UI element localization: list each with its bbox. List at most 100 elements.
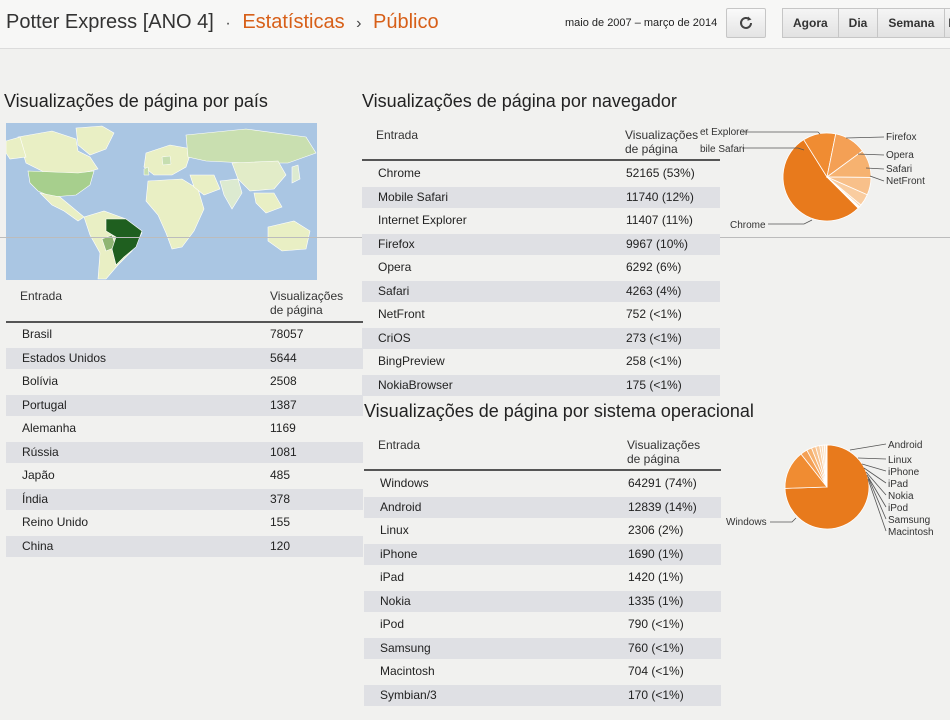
- table-row: Rússia 1081: [6, 441, 363, 463]
- pie-leader-line: [857, 457, 887, 460]
- country-col-views: Visualizações de página: [270, 289, 344, 317]
- breadcrumb-stats[interactable]: Estatísticas: [242, 11, 345, 33]
- os-col-views: Visualizações de página: [627, 438, 701, 466]
- pie-label: iPod: [888, 503, 908, 514]
- row-name: Japão: [22, 468, 55, 482]
- os-header-line: [364, 469, 721, 471]
- refresh-button[interactable]: [726, 8, 766, 38]
- table-row: Android 12839 (14%): [364, 496, 721, 518]
- table-row: Japão 485: [6, 465, 363, 486]
- row-name: Macintosh: [380, 664, 435, 678]
- row-name: Reino Unido: [22, 515, 89, 529]
- pie-leader-line: [866, 474, 887, 508]
- row-name: Samsung: [380, 640, 431, 655]
- row-value: 4263 (4%): [626, 283, 682, 298]
- table-row: BingPreview 258 (<1%): [362, 351, 720, 372]
- table-row: iPod 790 (<1%): [364, 614, 721, 635]
- pie-label: Safari: [886, 164, 912, 175]
- os-pie-chart: Android Linux iPhone iPad Nokia iPod Samsung Ma…: [700, 430, 945, 545]
- breadcrumb-public[interactable]: Público: [373, 11, 439, 33]
- row-name: Portugal: [22, 397, 67, 412]
- row-value: 6292 (6%): [626, 260, 682, 274]
- table-row: Chrome 52165 (53%): [362, 163, 720, 184]
- tab-now[interactable]: Agora: [783, 9, 839, 37]
- pie-leader-line: [768, 219, 813, 225]
- row-name: CriOS: [378, 330, 411, 345]
- tab-day[interactable]: Dia: [838, 9, 879, 37]
- pie-leader-line: [845, 136, 885, 139]
- pie-label: Windows: [726, 517, 767, 528]
- row-value: 752 (<1%): [626, 307, 682, 321]
- row-value: 52165 (53%): [626, 166, 695, 180]
- row-value: 258 (<1%): [626, 354, 682, 368]
- row-name: NokiaBrowser: [378, 377, 453, 392]
- row-name: Chrome: [378, 166, 421, 180]
- row-value: 378: [270, 491, 291, 506]
- table-row: iPhone 1690 (1%): [364, 543, 721, 565]
- pie-leader-line: [867, 476, 887, 520]
- pie-leader-line: [742, 147, 805, 151]
- os-col-entry: Entrada: [378, 438, 421, 452]
- row-value: 120: [270, 538, 291, 553]
- pie-leader-line: [849, 443, 887, 451]
- table-row: China 120: [6, 535, 363, 557]
- row-value: 11407 (11%): [626, 213, 693, 227]
- row-value: 11740 (12%): [626, 189, 694, 204]
- breadcrumb-dot: ·: [225, 15, 231, 32]
- pie-slice: [784, 444, 870, 530]
- row-value: 1690 (1%): [628, 546, 684, 561]
- table-row: Opera 6292 (6%): [362, 257, 720, 278]
- row-value: 12839 (14%): [628, 499, 697, 514]
- world-map-graphic: [6, 125, 317, 280]
- row-value: 2508: [270, 374, 297, 388]
- tab-week[interactable]: Semana: [878, 9, 946, 37]
- header-divider: [0, 48, 950, 49]
- pie-label: iPad: [888, 479, 908, 490]
- pie-label: Macintosh: [888, 527, 934, 538]
- pie-slice: [826, 176, 860, 209]
- tab-month[interactable]: M: [945, 9, 950, 37]
- table-row: Bolívia 2508: [6, 371, 363, 392]
- pie-leader-line: [742, 131, 821, 135]
- blog-title[interactable]: Potter Express [ANO 4]: [6, 11, 214, 33]
- breadcrumb-arrow: ›: [356, 15, 362, 32]
- table-row: Reino Unido 155: [6, 512, 363, 533]
- pie-label: iPhone: [888, 467, 920, 478]
- row-value: 2306 (2%): [628, 523, 684, 537]
- row-value: 155: [270, 515, 291, 529]
- row-value: 485: [270, 468, 291, 482]
- row-name: iPod: [380, 617, 405, 631]
- row-value: 175 (<1%): [626, 377, 682, 392]
- pie-leader-line: [865, 471, 887, 496]
- row-value: 9967 (10%): [626, 236, 689, 251]
- table-row: Symbian/3 170 (<1%): [364, 684, 721, 706]
- table-row: NokiaBrowser 175 (<1%): [362, 374, 720, 396]
- row-name: Mobile Safari: [378, 189, 449, 204]
- pie-leader-line: [869, 175, 885, 182]
- row-name: iPad: [380, 570, 405, 584]
- table-row: CriOS 273 (<1%): [362, 327, 720, 349]
- table-row: Brasil 78057: [6, 324, 363, 345]
- row-name: NetFront: [378, 307, 425, 321]
- pie-leader-line: [867, 478, 887, 532]
- row-name: Estados Unidos: [22, 350, 107, 365]
- pie-leader-line: [865, 167, 885, 170]
- os-table: Entrada Visualizações de página Windows 6…: [364, 437, 721, 709]
- browser-col-views: Visualizações de página: [625, 128, 699, 156]
- pie-label: Android: [888, 440, 922, 451]
- range-tabs: Agora Dia Semana M: [782, 8, 950, 38]
- world-map: [6, 123, 317, 280]
- country-col-entry: Entrada: [20, 289, 63, 303]
- browser-pie-chart: et Explorer bile Safari Firefox Opera Safari…: [700, 120, 945, 235]
- table-row: Internet Explorer 11407 (11%): [362, 210, 720, 231]
- table-row: Estados Unidos 5644: [6, 347, 363, 369]
- row-name: Symbian/3: [380, 687, 437, 702]
- row-value: 64291 (74%): [628, 476, 697, 490]
- row-name: Internet Explorer: [378, 213, 467, 227]
- pie-leader-line: [861, 463, 887, 472]
- breadcrumb: Potter Express [ANO 4] · Estatísticas › …: [6, 11, 439, 34]
- pie-label: et Explorer: [700, 127, 749, 138]
- country-table: Entrada Visualizações de página Brasil 78…: [6, 288, 363, 558]
- country-header-line: [6, 321, 363, 323]
- table-row: iPad 1420 (1%): [364, 567, 721, 588]
